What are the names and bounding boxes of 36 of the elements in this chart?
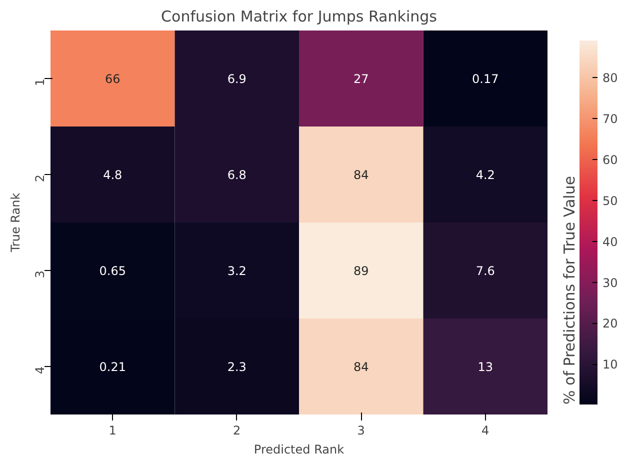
x-tick-label: 1 <box>108 424 116 438</box>
data-label: 84 <box>353 168 369 182</box>
data-label: 4.2 <box>476 168 495 182</box>
data-label: 2.3 <box>227 360 246 374</box>
data-label: 0.65 <box>99 264 126 278</box>
data-label: 4.8 <box>103 168 122 182</box>
y-tick-label: 4 <box>33 366 47 374</box>
data-label: 3.2 <box>227 264 246 278</box>
data-label: 7.6 <box>476 264 495 278</box>
data-label: 0.17 <box>472 72 499 86</box>
color-bar-label: 30 <box>602 276 618 290</box>
x-tick-label: 4 <box>482 424 490 438</box>
x-axis-title: Predicted Rank <box>254 442 344 456</box>
data-label: 13 <box>478 360 494 374</box>
color-bar-title: % of Predictions for True Value <box>560 176 578 404</box>
color-bar-label: 40 <box>602 234 618 249</box>
data-label: 27 <box>353 72 369 86</box>
color-bar-label: 50 <box>602 194 618 208</box>
y-tick-label: 3 <box>33 270 47 278</box>
data-label: 6.8 <box>227 168 246 182</box>
y-tick-label: 2 <box>33 174 47 182</box>
x-tick-label: 3 <box>357 424 365 438</box>
color-bar-label: 80 <box>602 70 618 85</box>
color-bar-label: 60 <box>602 152 618 167</box>
color-bar-label: 10 <box>602 358 618 372</box>
x-tick-label: 2 <box>233 424 241 438</box>
y-tick-label: 1 <box>33 78 47 86</box>
data-label: 0.21 <box>99 360 126 374</box>
y-axis-title: True Rank <box>8 192 22 254</box>
color-bar-label: 70 <box>602 112 618 126</box>
chart-title: Confusion Matrix for Jumps Rankings <box>161 8 438 26</box>
color-bar-label: 20 <box>602 316 618 331</box>
data-label: 6.9 <box>227 72 246 86</box>
data-label: 89 <box>353 264 369 278</box>
data-label: 66 <box>104 72 120 86</box>
data-label: 84 <box>353 360 369 374</box>
